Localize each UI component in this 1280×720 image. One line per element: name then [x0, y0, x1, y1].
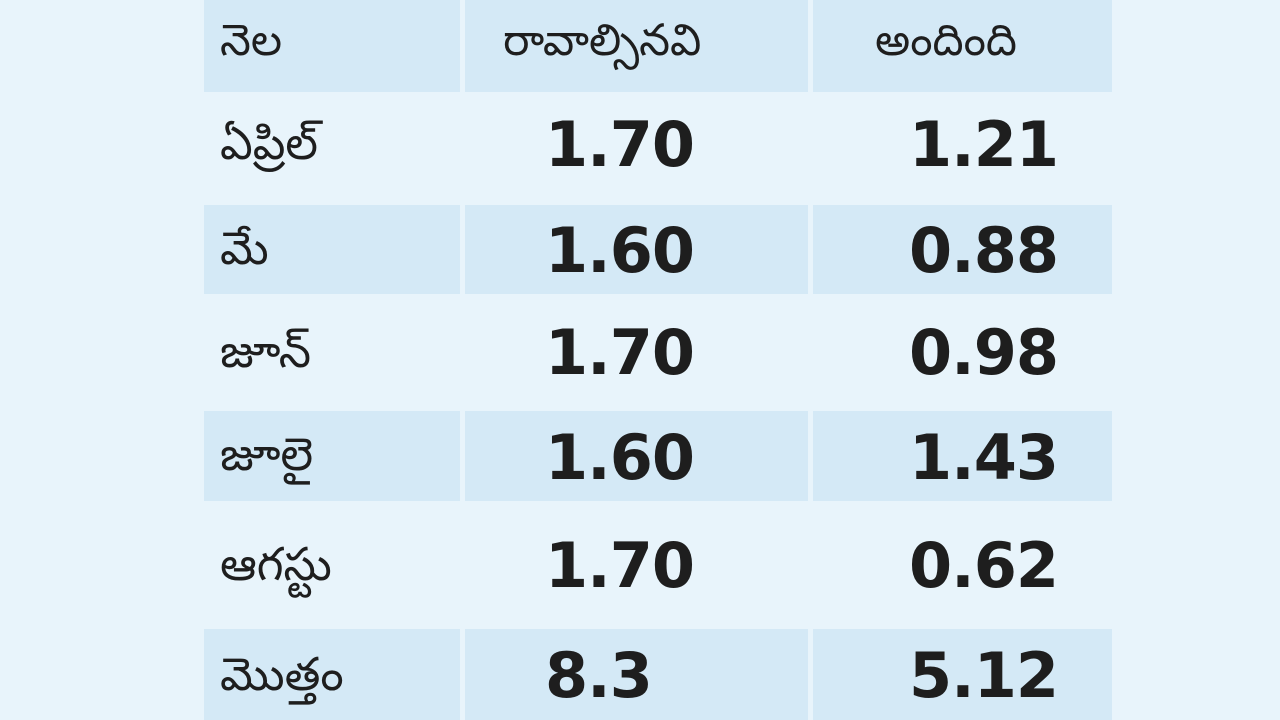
received-cell: 0.62	[813, 501, 1112, 629]
data-table: నెల రావాల్సినవి అందింది ఏప్రిల్ 1.70 1.2…	[204, 0, 1112, 720]
header-month-label: నెల	[220, 15, 283, 66]
table-row: ఆగస్టు 1.70 0.62	[204, 501, 1112, 629]
month-cell: ఆగస్టు	[204, 501, 460, 629]
total-label: మొత్తం	[220, 647, 344, 701]
due-value: 1.60	[545, 421, 695, 494]
received-value: 1.21	[909, 108, 1059, 181]
month-label: ఏప్రిల్	[220, 116, 319, 170]
received-cell: 5.12	[813, 629, 1112, 720]
due-value: 1.70	[545, 529, 695, 602]
due-value: 1.70	[545, 316, 695, 389]
received-cell: 0.98	[813, 294, 1112, 411]
month-label: మే	[220, 221, 269, 275]
header-due-label: రావాల్సినవి	[503, 15, 702, 66]
table-header-row: నెల రావాల్సినవి అందింది	[204, 0, 1112, 92]
received-value: 0.98	[909, 316, 1059, 389]
month-label: ఆగస్టు	[220, 537, 332, 591]
total-due-value: 8.3	[545, 639, 653, 712]
received-value: 0.62	[909, 529, 1059, 602]
month-label: జూన్	[220, 324, 312, 378]
received-value: 1.43	[909, 421, 1059, 494]
due-value: 1.70	[545, 108, 695, 181]
month-cell: జూలై	[204, 411, 460, 501]
due-cell: 1.70	[465, 92, 808, 205]
month-label: జూలై	[220, 427, 314, 481]
total-received-value: 5.12	[909, 639, 1059, 712]
table-row: జూన్ 1.70 0.98	[204, 294, 1112, 411]
month-cell: మే	[204, 205, 460, 294]
month-cell: జూన్	[204, 294, 460, 411]
due-value: 1.60	[545, 214, 695, 287]
table-row: మే 1.60 0.88	[204, 205, 1112, 294]
header-cell-received: అందింది	[813, 0, 1112, 92]
due-cell: 1.70	[465, 294, 808, 411]
received-value: 0.88	[909, 214, 1059, 287]
due-cell: 1.60	[465, 411, 808, 501]
header-cell-month: నెల	[204, 0, 460, 92]
due-cell: 1.60	[465, 205, 808, 294]
header-received-label: అందింది	[875, 15, 1017, 66]
month-cell: ఏప్రిల్	[204, 92, 460, 205]
table-row: జూలై 1.60 1.43	[204, 411, 1112, 501]
month-cell: మొత్తం	[204, 629, 460, 720]
received-cell: 0.88	[813, 205, 1112, 294]
due-cell: 1.70	[465, 501, 808, 629]
received-cell: 1.21	[813, 92, 1112, 205]
table-row: ఏప్రిల్ 1.70 1.21	[204, 92, 1112, 205]
received-cell: 1.43	[813, 411, 1112, 501]
table-total-row: మొత్తం 8.3 5.12	[204, 629, 1112, 720]
header-cell-due: రావాల్సినవి	[465, 0, 808, 92]
due-cell: 8.3	[465, 629, 808, 720]
